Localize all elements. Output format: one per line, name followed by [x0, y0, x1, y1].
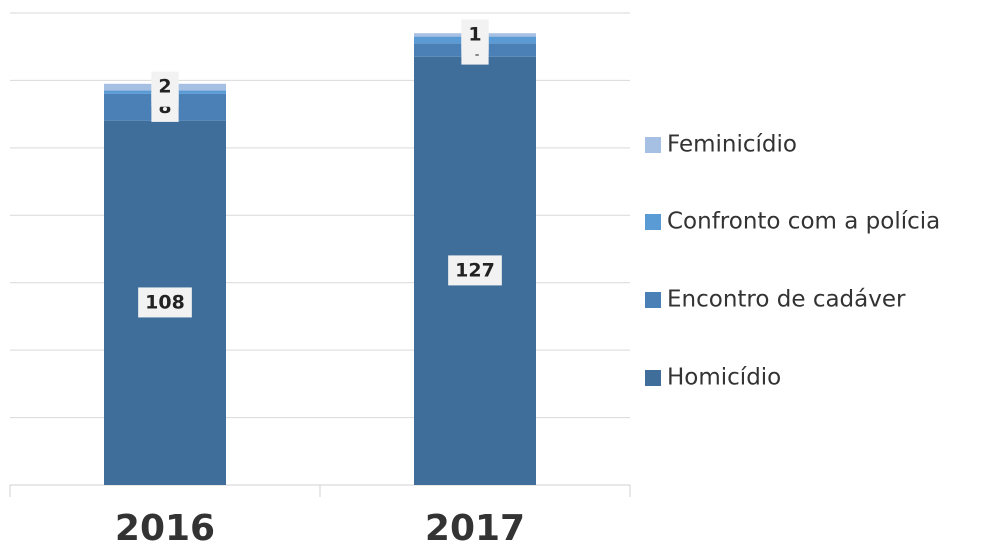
legend-label: Encontro de cadáver	[667, 287, 906, 313]
x-tick-label: 2016	[115, 508, 215, 549]
data-label: 108	[145, 291, 185, 313]
legend-swatch	[645, 370, 661, 386]
legend-swatch	[645, 214, 661, 230]
data-label: 127	[455, 259, 495, 281]
data-label-box	[448, 255, 502, 286]
legend-swatch	[645, 137, 661, 153]
data-label-box	[151, 71, 179, 102]
data-label-box	[461, 19, 489, 50]
x-tick-label: 2017	[425, 508, 525, 549]
data-label: 1	[468, 23, 481, 45]
data-label-box	[138, 287, 192, 318]
legend-label: Confronto com a polícia	[667, 209, 940, 235]
data-label: 2	[158, 76, 171, 98]
legend-swatch	[645, 292, 661, 308]
legend-label: Feminicídio	[667, 132, 797, 158]
legend-label: Homicídio	[667, 365, 781, 391]
